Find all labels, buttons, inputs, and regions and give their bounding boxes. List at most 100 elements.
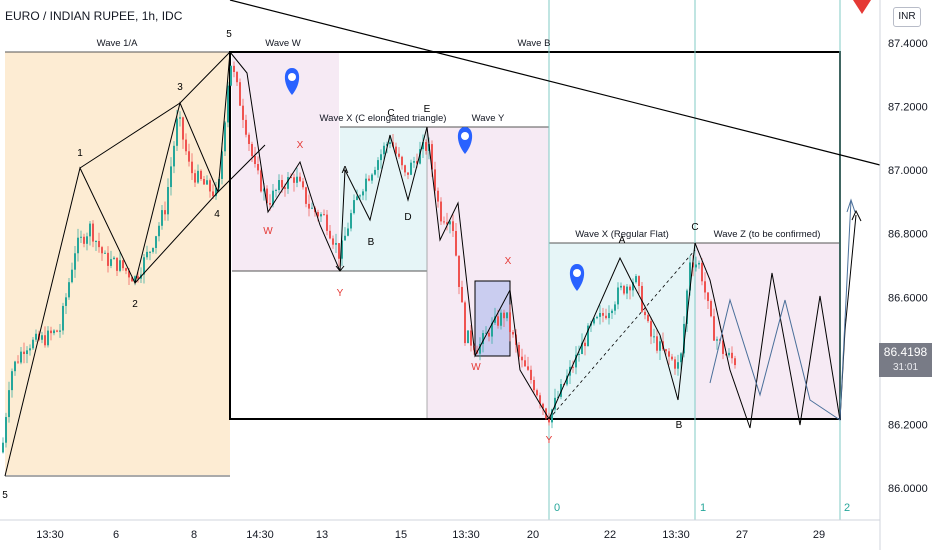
candle-body: [86, 236, 88, 244]
candle-body: [71, 269, 73, 283]
candle-body: [245, 119, 247, 135]
candle-body: [380, 154, 382, 161]
candle-body: [134, 276, 136, 282]
candle-body: [518, 344, 520, 357]
candle-body: [2, 442, 4, 453]
wave-point-label: X: [297, 140, 304, 151]
wave-point-label: Y: [546, 435, 553, 446]
candle-body: [230, 65, 232, 86]
candle-body: [593, 318, 595, 324]
candle-body: [734, 358, 736, 366]
candle-body: [527, 366, 529, 370]
candle-body: [725, 353, 727, 356]
candle-body: [248, 134, 250, 144]
y-tick-label: 86.8000: [888, 229, 928, 241]
wave-label: Wave B: [518, 38, 551, 49]
candle-body: [629, 286, 631, 291]
candle-body: [431, 144, 433, 170]
candle-body: [398, 153, 400, 157]
currency-badge[interactable]: INR: [893, 7, 921, 27]
map-marker-icon: [284, 68, 300, 95]
candle-body: [26, 350, 28, 355]
candle-body: [269, 203, 271, 205]
candle-body: [62, 305, 64, 331]
candle-body: [242, 105, 244, 120]
candle-body: [635, 276, 637, 283]
candle-body: [467, 330, 469, 344]
wave-point-label: B: [676, 420, 683, 431]
candle-body: [14, 361, 16, 372]
candle-body: [260, 170, 262, 192]
candle-body: [542, 403, 544, 409]
wave-point-label: 1: [77, 148, 83, 159]
flat-wave-line: [548, 242, 696, 420]
candle-body: [452, 221, 454, 231]
candle-body: [521, 356, 523, 361]
y-tick-label: 87.4000: [888, 38, 928, 50]
last-price: 86.4198: [883, 345, 928, 359]
wave-point-label: 2: [132, 299, 138, 310]
candle-body: [227, 85, 229, 123]
candle-body: [665, 349, 667, 352]
resistance-trendline: [229, 0, 881, 166]
candle-body: [170, 166, 172, 188]
candle-body: [437, 190, 439, 202]
candle-body: [149, 251, 151, 253]
map-marker-icon-dot: [288, 73, 296, 81]
candle-body: [323, 214, 325, 216]
candle-body: [551, 409, 553, 423]
candle-body: [272, 190, 274, 205]
cycle-marker: 2: [844, 502, 850, 514]
candle-body: [413, 161, 415, 163]
candle-body: [56, 330, 58, 332]
candle-body: [704, 281, 706, 293]
candle-body: [236, 72, 238, 83]
map-marker-icon-dot: [461, 132, 469, 140]
candle-body: [680, 353, 682, 363]
candle-body: [329, 230, 331, 239]
candle-body: [233, 65, 235, 73]
candle-body: [173, 145, 175, 167]
candle-body: [386, 144, 388, 146]
wave-z-projection-blue: [709, 199, 852, 421]
candle-body: [128, 270, 130, 278]
chart-title: EURO / INDIAN RUPEE, 1h, IDC: [5, 9, 183, 23]
candle-body: [305, 187, 307, 204]
candle-body: [470, 330, 472, 346]
candle-body: [530, 369, 532, 380]
candle-body: [425, 142, 427, 151]
map-marker-icon-dot: [573, 269, 581, 277]
wave-y-line: [426, 126, 550, 420]
y-tick-label: 87.0000: [888, 165, 928, 177]
candle-body: [632, 282, 634, 291]
candle-body: [164, 210, 166, 215]
candle-body: [221, 151, 223, 179]
candle-body: [284, 187, 286, 189]
candle-body: [344, 235, 346, 241]
candle-body: [356, 196, 358, 201]
candle-body: [572, 366, 574, 368]
flat-dashed-line: [548, 249, 696, 420]
candle-body: [512, 332, 514, 335]
candle-body: [416, 161, 418, 164]
candle-body: [200, 170, 202, 179]
wave-point-label: 5: [226, 29, 232, 40]
candle-body: [611, 310, 613, 314]
candle-body: [389, 142, 391, 145]
candle-body: [482, 333, 484, 344]
candle-body: [689, 262, 691, 291]
candle-body: [488, 332, 490, 337]
candle-body: [338, 243, 340, 259]
candle-body: [698, 262, 700, 265]
candle-body: [578, 354, 580, 356]
wave-point-label: A: [342, 165, 349, 176]
candle-body: [122, 260, 124, 269]
candle-body: [290, 177, 292, 179]
y-tick-label: 86.6000: [888, 292, 928, 304]
candle-body: [341, 240, 343, 259]
candle-body: [419, 149, 421, 164]
wave-point-label: E: [424, 104, 431, 115]
candle-body: [119, 260, 121, 271]
